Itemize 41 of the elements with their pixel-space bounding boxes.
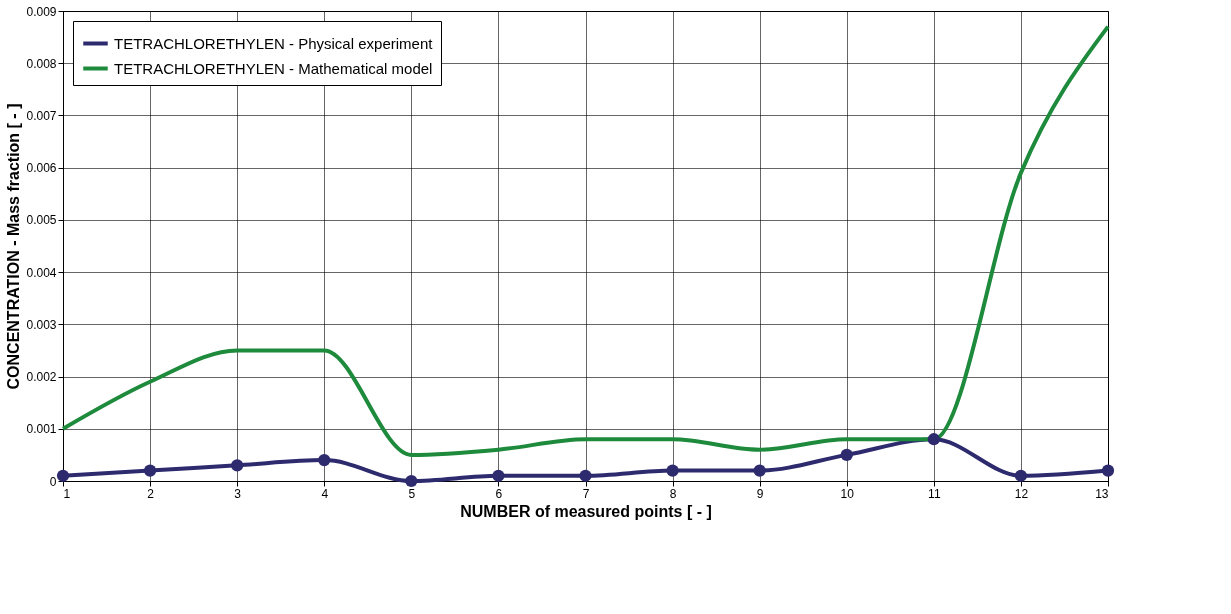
point	[318, 454, 331, 467]
x-tick-label: 9	[756, 486, 764, 501]
x-axis-title: NUMBER of measured points [ - ]	[460, 502, 712, 520]
point	[56, 469, 70, 482]
x-tick-label: 6	[495, 486, 503, 501]
x-tick-label: 12	[1014, 486, 1029, 501]
y-tick-label: 0.001	[26, 422, 57, 437]
y-tick-label: 0.007	[26, 108, 57, 123]
point	[143, 464, 157, 477]
point	[405, 474, 418, 488]
legend-label: TETRACHLORETHYLEN - Physical experiment	[114, 34, 434, 52]
point	[492, 469, 505, 482]
y-axis-title: CONCENTRATION - Mass fraction [ - ]	[5, 103, 23, 390]
point	[840, 448, 853, 461]
point	[666, 464, 679, 477]
x-tick-label: 7	[582, 486, 590, 501]
point	[231, 459, 244, 472]
x-tick-label: 4	[321, 486, 329, 501]
x-tick-label: 1	[63, 486, 71, 501]
y-tick-label: 0.006	[26, 161, 57, 176]
x-tick-label: 11	[928, 486, 941, 501]
point	[927, 433, 940, 446]
point	[753, 464, 766, 477]
x-tick-label: 2	[147, 486, 155, 501]
y-tick-label: 0.002	[26, 370, 57, 385]
x-tick-label: 10	[840, 486, 855, 501]
x-tick-label: 5	[408, 486, 416, 501]
y-tick-label: 0.005	[26, 213, 57, 228]
y-tick-label: 0.004	[26, 265, 57, 280]
point	[1101, 464, 1115, 477]
x-tick-label: 8	[669, 486, 677, 501]
point	[1014, 469, 1028, 482]
y-tick-label: 0.003	[26, 317, 57, 332]
line-series	[61, 24, 1110, 457]
y-tick-label: 0.008	[26, 56, 57, 71]
point	[579, 469, 592, 482]
x-tick-label: 3	[234, 486, 242, 501]
legend-label: TETRACHLORETHYLEN - Mathematical model	[114, 59, 433, 77]
x-tick-label: 13	[1095, 486, 1109, 501]
y-tick-label: 0.009	[26, 4, 57, 19]
y-tick-label: 0	[49, 474, 57, 489]
